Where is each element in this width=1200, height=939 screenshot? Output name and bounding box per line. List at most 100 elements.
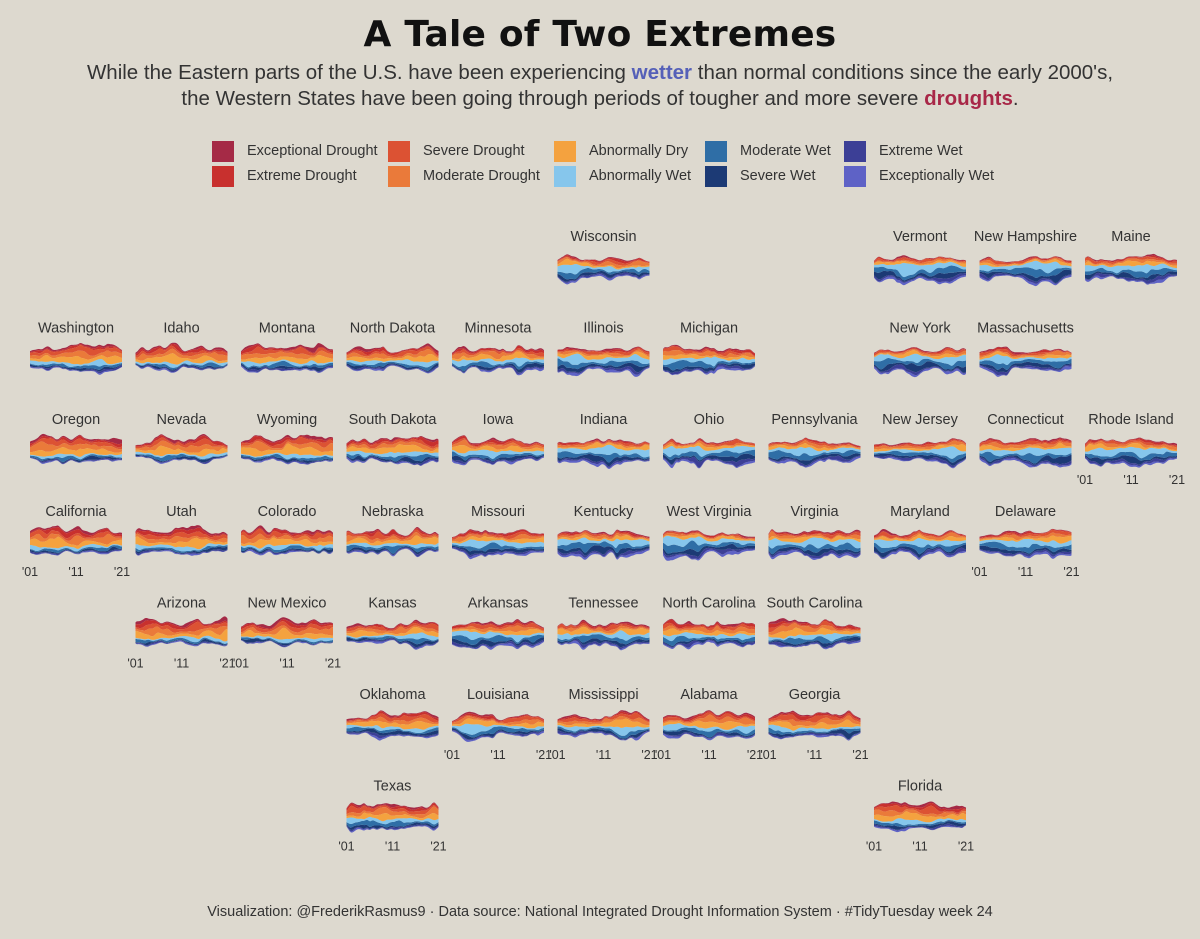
x-tick-label: '01 <box>866 840 882 854</box>
facet-label: New Hampshire <box>974 229 1077 245</box>
x-tick-label: '11 <box>807 748 822 762</box>
facet-label: Connecticut <box>987 412 1064 428</box>
facet-delaware: Delaware '01 '11 '21 <box>971 504 1079 579</box>
facet-kansas: Kansas <box>347 595 439 649</box>
x-tick-label: '01 <box>233 656 249 670</box>
x-tick-label: '21 <box>430 840 446 854</box>
facet-nevada: Nevada <box>136 412 228 464</box>
facet-label: North Dakota <box>350 321 436 337</box>
facet-label: Wisconsin <box>570 229 636 245</box>
facet-maine: Maine <box>1085 229 1177 285</box>
facet-label: Illinois <box>583 321 623 337</box>
facet-label: Washington <box>38 321 114 337</box>
facet-label: Montana <box>259 321 316 337</box>
facet-label: Vermont <box>893 229 947 245</box>
facet-connecticut: Connecticut <box>980 412 1072 467</box>
facet-iowa: Iowa <box>452 412 544 465</box>
facet-wisconsin: Wisconsin <box>558 229 650 284</box>
facet-massachusetts: Massachusetts <box>977 321 1074 377</box>
x-tick-label: '21 <box>1169 473 1185 487</box>
facet-california: California '01 '11 '21 <box>22 504 130 579</box>
facet-label: Nebraska <box>361 504 424 520</box>
facet-utah: Utah <box>136 504 228 556</box>
facet-label: Oklahoma <box>359 687 426 703</box>
facet-north-carolina: North Carolina <box>662 595 756 649</box>
facet-georgia: Georgia '01 '11 '21 <box>760 687 868 762</box>
facet-label: Missouri <box>471 504 525 520</box>
facet-label: California <box>45 504 107 520</box>
facet-new-mexico: New Mexico '01 '11 '21 <box>233 595 341 670</box>
facet-label: South Dakota <box>349 412 438 428</box>
facet-wyoming: Wyoming <box>241 412 333 465</box>
facet-new-york: New York <box>874 321 966 378</box>
x-tick-label: '21 <box>1063 565 1079 579</box>
x-tick-label: '01 <box>971 565 987 579</box>
facet-label: South Carolina <box>767 595 864 611</box>
facet-label: Ohio <box>694 412 725 428</box>
facet-label: Utah <box>166 504 197 520</box>
facet-label: Alabama <box>680 687 738 703</box>
facet-alabama: Alabama '01 '11 '21 <box>655 687 763 762</box>
facet-north-dakota: North Dakota <box>347 321 439 374</box>
facet-label: Oregon <box>52 412 100 428</box>
facet-michigan: Michigan <box>663 321 755 376</box>
facet-mississippi: Mississippi '01 '11 '21 <box>549 687 657 762</box>
x-tick-label: '01 <box>655 748 671 762</box>
facet-label: Maine <box>1111 229 1151 245</box>
facet-label: Pennsylvania <box>771 412 858 428</box>
x-tick-label: '01 <box>549 748 565 762</box>
facet-label: New Jersey <box>882 412 958 428</box>
x-tick-label: '11 <box>912 840 927 854</box>
facet-nebraska: Nebraska <box>347 504 439 557</box>
x-tick-label: '21 <box>114 565 130 579</box>
facet-arkansas: Arkansas <box>452 595 544 649</box>
facet-oklahoma: Oklahoma <box>347 687 439 741</box>
facet-kentucky: Kentucky <box>558 504 650 560</box>
x-tick-label: '11 <box>1018 565 1033 579</box>
facet-label: Mississippi <box>568 687 638 703</box>
facet-maryland: Maryland <box>874 504 966 560</box>
facet-tennessee: Tennessee <box>558 595 650 650</box>
facet-label: Maryland <box>890 504 950 520</box>
facet-label: Tennessee <box>568 595 638 611</box>
facet-pennsylvania: Pennsylvania <box>769 412 861 467</box>
facet-vermont: Vermont <box>874 229 966 285</box>
facet-new-jersey: New Jersey <box>874 412 966 468</box>
facet-idaho: Idaho <box>136 321 228 373</box>
facet-label: New York <box>889 321 951 337</box>
facet-montana: Montana <box>241 321 333 373</box>
facet-label: Virginia <box>790 504 839 520</box>
facet-label: Louisiana <box>467 687 530 703</box>
facet-virginia: Virginia <box>769 504 861 560</box>
x-tick-label: '11 <box>68 565 83 579</box>
facet-missouri: Missouri <box>452 504 544 559</box>
facet-label: West Virginia <box>667 504 753 520</box>
facet-label: North Carolina <box>662 595 756 611</box>
x-tick-label: '21 <box>325 656 341 670</box>
x-tick-label: '01 <box>444 748 460 762</box>
caption: Visualization: @FrederikRasmus9 · Data s… <box>0 904 1200 920</box>
facet-label: Idaho <box>163 321 199 337</box>
facet-label: Delaware <box>995 504 1056 520</box>
facet-illinois: Illinois <box>558 321 650 377</box>
facet-florida: Florida'01'11'21 <box>866 779 974 854</box>
x-tick-label: '01 <box>22 565 38 579</box>
x-tick-label: '11 <box>279 656 294 670</box>
facet-south-dakota: South Dakota <box>347 412 439 466</box>
facet-label: Arkansas <box>468 595 528 611</box>
facet-label: Georgia <box>789 687 842 703</box>
facet-west-virginia: West Virginia <box>663 504 755 561</box>
facet-washington: Washington <box>30 321 122 375</box>
x-tick-label: '01 <box>760 748 776 762</box>
facet-label: New Mexico <box>248 595 327 611</box>
facet-arizona: Arizona '01 '11 '21 <box>127 595 235 670</box>
x-tick-label: '11 <box>490 748 505 762</box>
x-tick-label: '11 <box>701 748 716 762</box>
facet-oregon: Oregon <box>30 412 122 464</box>
x-tick-label: '21 <box>958 840 974 854</box>
facet-texas: Texas '01 '11 '21 <box>338 779 446 854</box>
facet-label: Nevada <box>157 412 208 428</box>
x-tick-label: '21 <box>852 748 868 762</box>
facet-label: Wyoming <box>257 412 317 428</box>
